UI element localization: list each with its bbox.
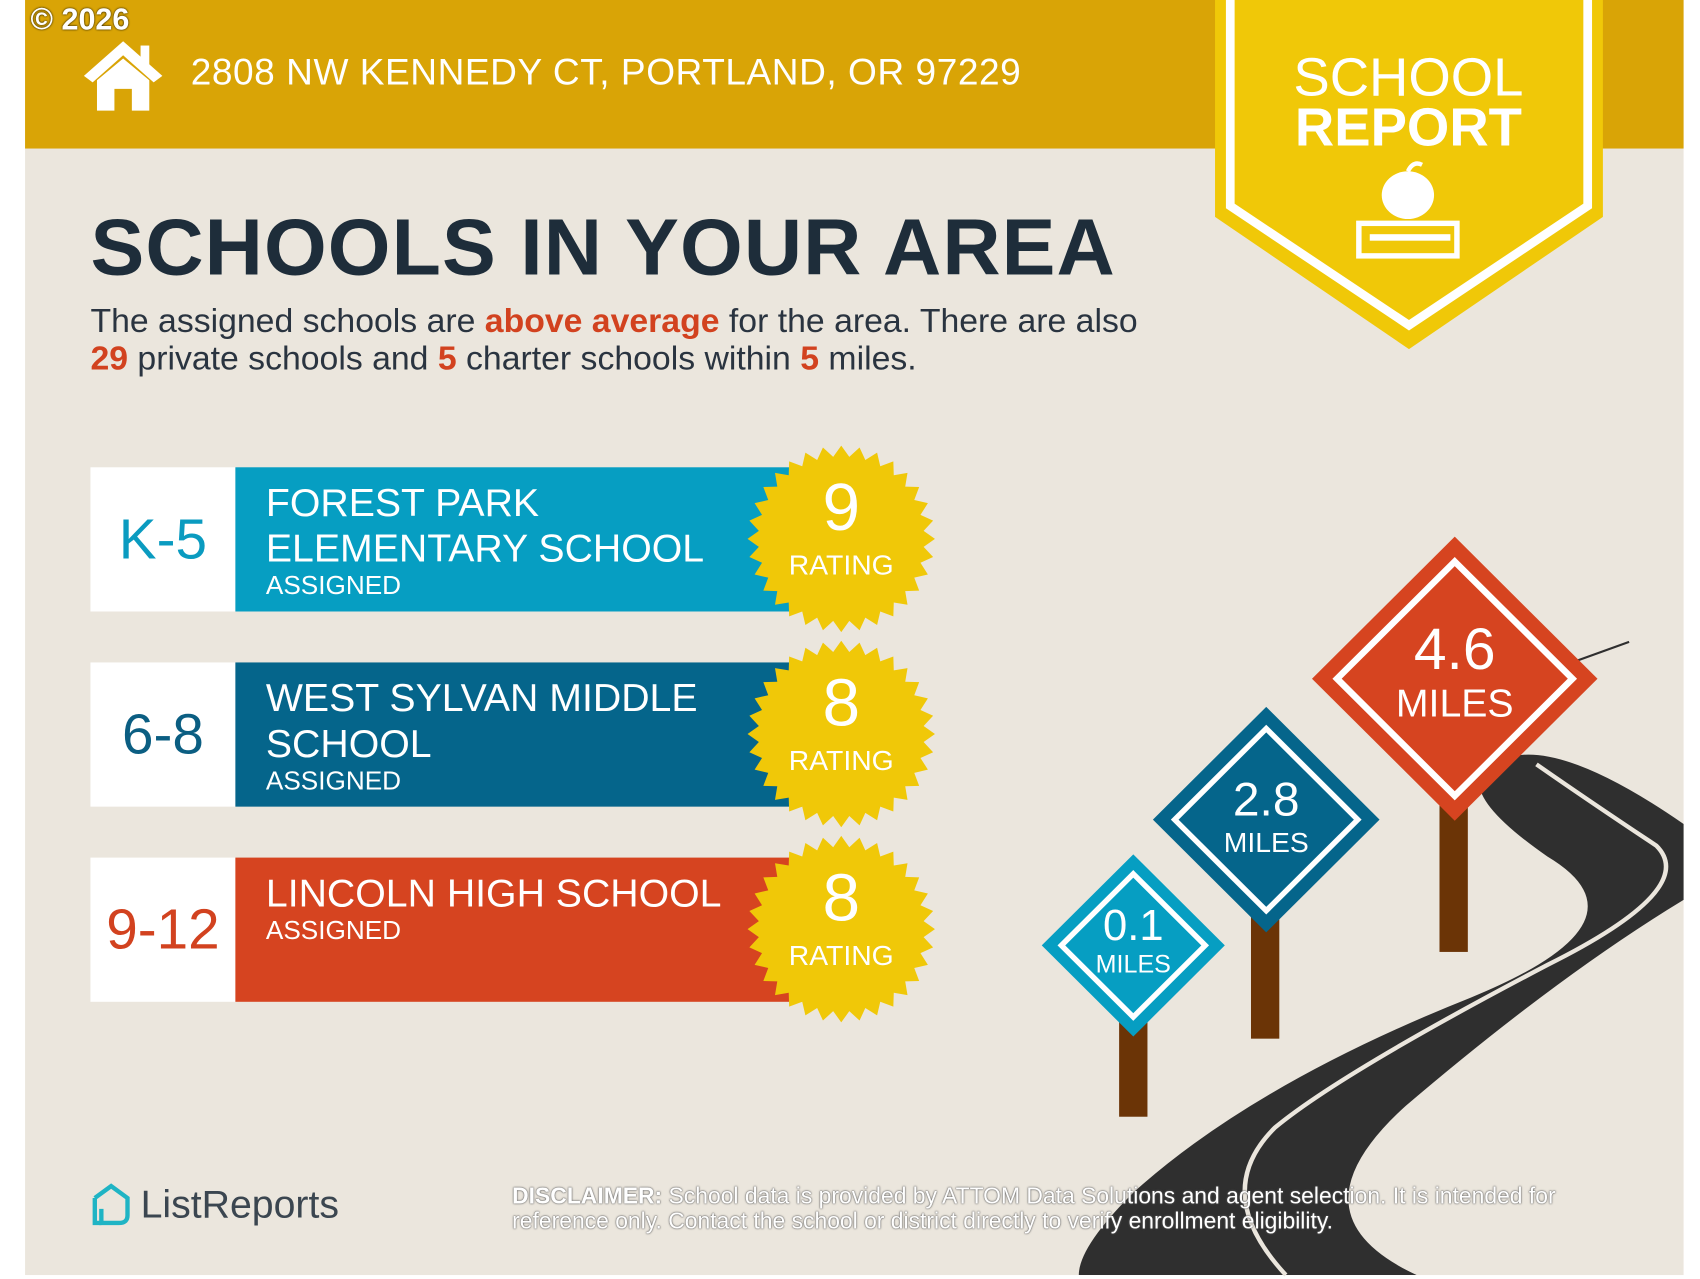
grade-range: K-5 <box>90 467 236 612</box>
rating-label: RATING <box>788 548 894 582</box>
distance-value: 2.8 <box>1232 773 1300 827</box>
apple-on-book-icon <box>1356 161 1460 259</box>
private-count: 29 <box>90 339 129 378</box>
school-bar: WEST SYLVAN MIDDLE SCHOOL ASSIGNED <box>235 662 803 807</box>
distance-sign-3: 4.6 MILES <box>1378 618 1531 726</box>
school-name: FOREST PARK ELEMENTARY SCHOOL <box>265 480 705 571</box>
rating-starburst: 8 RATING <box>747 640 935 828</box>
listreports-logo-text: ListReports <box>140 1181 339 1227</box>
intro-part: for the area. There are also <box>719 301 1138 340</box>
grade-range: 9-12 <box>90 857 236 1002</box>
disclaimer: DISCLAIMER: School data is provided by A… <box>512 1184 1602 1234</box>
school-status: ASSIGNED <box>265 916 402 946</box>
starburst-icon <box>747 445 935 633</box>
rating-starburst: 9 RATING <box>747 445 935 633</box>
rating-label: RATING <box>788 938 894 972</box>
rating-value: 8 <box>822 665 861 741</box>
radius-miles: 5 <box>800 339 820 378</box>
starburst-icon <box>747 835 935 1023</box>
road <box>1078 754 1684 1276</box>
house-icon <box>83 41 163 111</box>
school-name-block: LINCOLN HIGH SCHOOL ASSIGNED <box>266 871 767 947</box>
intro-part: miles. <box>819 339 917 378</box>
distance-unit: MILES <box>1395 680 1514 726</box>
listreports-logo-icon <box>92 1183 130 1226</box>
school-bar: LINCOLN HIGH SCHOOL ASSIGNED <box>235 857 803 1002</box>
badge-line2: REPORT <box>1294 96 1522 158</box>
rating-value: 9 <box>822 470 861 546</box>
disclaimer-text: School data is provided by ATTOM Data So… <box>512 1183 1556 1234</box>
charter-count: 5 <box>437 339 457 378</box>
intro-part: private schools and <box>128 339 438 378</box>
rating-label: RATING <box>788 743 894 777</box>
rating-starburst: 8 RATING <box>747 835 935 1023</box>
distance-sign-2: 2.8 MILES <box>1201 774 1332 860</box>
distance-value: 4.6 <box>1413 616 1496 682</box>
school-name-block: FOREST PARK ELEMENTARY SCHOOL ASSIGNED <box>266 480 767 601</box>
starburst-icon <box>747 640 935 828</box>
grade-range: 6-8 <box>90 662 236 807</box>
intro-part: The assigned schools are <box>90 301 485 340</box>
school-status: ASSIGNED <box>265 571 402 601</box>
post <box>1439 802 1468 952</box>
school-status: ASSIGNED <box>265 766 402 796</box>
school-name-block: WEST SYLVAN MIDDLE SCHOOL ASSIGNED <box>266 675 767 796</box>
intro-part: charter schools within <box>456 339 801 378</box>
distance-value: 0.1 <box>1102 902 1164 950</box>
school-name: WEST SYLVAN MIDDLE SCHOOL <box>265 675 698 766</box>
highlight-above-average: above average <box>484 301 720 340</box>
disclaimer-label: DISCLAIMER: <box>512 1183 663 1209</box>
road-scene <box>1041 536 1684 1277</box>
badge-line1: SCHOOL <box>1293 46 1524 108</box>
school-name: LINCOLN HIGH SCHOOL <box>265 870 722 916</box>
distance-unit: MILES <box>1095 949 1171 978</box>
rating-value: 8 <box>822 860 861 936</box>
post <box>1250 910 1280 1039</box>
distance-unit: MILES <box>1223 826 1309 859</box>
intro-text: The assigned schools are above average f… <box>90 301 1180 377</box>
page-title: SCHOOLS IN YOUR AREA <box>90 201 1116 292</box>
sign-2.8-miles <box>1152 706 1380 933</box>
copyright: © 2026 <box>30 2 130 36</box>
listreports-logo: ListReports <box>90 1182 339 1228</box>
school-bar: FOREST PARK ELEMENTARY SCHOOL ASSIGNED <box>235 467 803 612</box>
property-address: 2808 NW KENNEDY CT, PORTLAND, OR 97229 <box>190 52 1022 94</box>
badge-title: SCHOOL REPORT <box>1215 50 1602 158</box>
distance-sign-1: 0.1 MILES <box>1079 902 1188 979</box>
